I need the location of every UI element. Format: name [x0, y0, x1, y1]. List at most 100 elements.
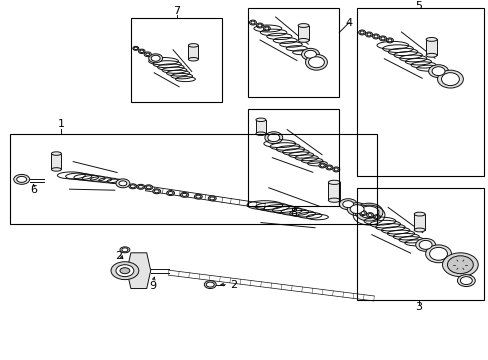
Ellipse shape	[379, 36, 386, 41]
Ellipse shape	[188, 58, 198, 61]
Ellipse shape	[182, 193, 186, 196]
Ellipse shape	[14, 174, 30, 184]
Ellipse shape	[249, 20, 256, 25]
Ellipse shape	[372, 34, 379, 39]
Ellipse shape	[146, 186, 151, 189]
Ellipse shape	[437, 70, 463, 88]
Ellipse shape	[148, 54, 163, 63]
Ellipse shape	[365, 32, 372, 37]
Polygon shape	[51, 154, 61, 170]
Ellipse shape	[166, 190, 174, 195]
Ellipse shape	[144, 52, 151, 57]
Ellipse shape	[51, 152, 61, 155]
Ellipse shape	[380, 37, 384, 40]
Ellipse shape	[305, 54, 326, 70]
Ellipse shape	[116, 265, 134, 276]
Ellipse shape	[17, 176, 26, 182]
Ellipse shape	[349, 205, 364, 213]
Ellipse shape	[328, 198, 340, 202]
Text: 7: 7	[173, 6, 180, 15]
Polygon shape	[188, 45, 198, 59]
Ellipse shape	[359, 211, 366, 216]
Ellipse shape	[264, 27, 268, 30]
Text: 1: 1	[58, 119, 65, 129]
Ellipse shape	[144, 185, 152, 190]
Ellipse shape	[154, 190, 159, 193]
Ellipse shape	[180, 192, 188, 197]
Ellipse shape	[194, 194, 202, 199]
Ellipse shape	[442, 253, 477, 276]
Polygon shape	[255, 120, 265, 134]
Ellipse shape	[120, 247, 130, 253]
Text: 4: 4	[345, 18, 352, 28]
Ellipse shape	[328, 180, 340, 184]
Text: 5: 5	[414, 1, 421, 11]
Ellipse shape	[346, 203, 366, 216]
Text: 2: 2	[115, 251, 122, 261]
Ellipse shape	[360, 212, 365, 215]
Ellipse shape	[339, 199, 356, 210]
Ellipse shape	[255, 132, 265, 135]
Ellipse shape	[326, 166, 331, 169]
Ellipse shape	[208, 196, 216, 201]
Ellipse shape	[263, 26, 270, 31]
Ellipse shape	[358, 30, 365, 35]
Ellipse shape	[152, 189, 160, 194]
Ellipse shape	[358, 206, 378, 218]
Ellipse shape	[188, 44, 198, 47]
Ellipse shape	[373, 215, 380, 220]
Text: 2: 2	[230, 280, 237, 289]
Ellipse shape	[334, 168, 338, 171]
Ellipse shape	[366, 33, 370, 36]
Ellipse shape	[342, 201, 353, 208]
Text: 3: 3	[414, 302, 421, 312]
Ellipse shape	[255, 118, 265, 122]
Polygon shape	[126, 253, 150, 288]
Ellipse shape	[425, 53, 436, 57]
Text: 6: 6	[30, 185, 37, 195]
Ellipse shape	[459, 276, 471, 284]
Ellipse shape	[418, 240, 431, 249]
Ellipse shape	[386, 38, 392, 43]
Ellipse shape	[140, 50, 143, 53]
Polygon shape	[298, 26, 308, 40]
Ellipse shape	[429, 247, 447, 260]
Polygon shape	[425, 39, 436, 55]
Ellipse shape	[332, 167, 339, 172]
Ellipse shape	[413, 212, 424, 216]
Ellipse shape	[151, 55, 160, 61]
Ellipse shape	[413, 228, 424, 232]
Ellipse shape	[119, 181, 126, 186]
Ellipse shape	[133, 46, 139, 50]
Ellipse shape	[138, 185, 143, 188]
Ellipse shape	[308, 57, 324, 68]
Ellipse shape	[209, 197, 214, 200]
Text: 9: 9	[149, 280, 156, 291]
Ellipse shape	[134, 47, 138, 50]
Ellipse shape	[301, 48, 319, 60]
Ellipse shape	[431, 67, 444, 76]
Ellipse shape	[325, 165, 332, 170]
Ellipse shape	[168, 192, 173, 194]
Ellipse shape	[415, 238, 435, 251]
Ellipse shape	[116, 179, 130, 188]
Ellipse shape	[318, 163, 325, 168]
Ellipse shape	[122, 248, 128, 252]
Ellipse shape	[257, 24, 262, 27]
Ellipse shape	[129, 184, 137, 189]
Ellipse shape	[387, 39, 391, 42]
Polygon shape	[328, 182, 340, 200]
Ellipse shape	[320, 164, 324, 167]
Ellipse shape	[206, 282, 214, 287]
Text: 8: 8	[289, 208, 297, 218]
Ellipse shape	[51, 168, 61, 171]
Ellipse shape	[367, 213, 371, 217]
Ellipse shape	[425, 37, 436, 41]
Ellipse shape	[425, 245, 450, 263]
Ellipse shape	[304, 50, 316, 58]
Ellipse shape	[267, 134, 279, 141]
Ellipse shape	[256, 23, 263, 28]
Ellipse shape	[130, 185, 135, 188]
Ellipse shape	[354, 203, 382, 221]
Ellipse shape	[298, 39, 308, 42]
